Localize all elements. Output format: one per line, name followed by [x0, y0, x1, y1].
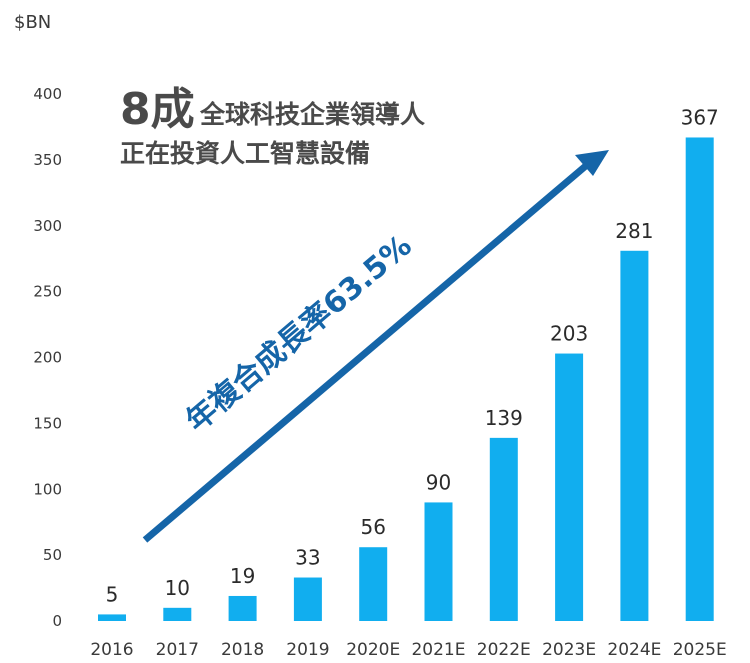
data-label: 367: [681, 105, 719, 129]
bar-2024e: [620, 250, 649, 621]
growth-arrow-head: [575, 150, 609, 176]
data-label: 10: [165, 576, 190, 600]
x-tick-label: 2021E: [411, 640, 465, 660]
x-tick-label: 2020E: [346, 640, 400, 660]
bar-2023e: [555, 353, 584, 621]
y-unit-label: $BN: [14, 12, 51, 33]
y-tick-label: 400: [33, 85, 62, 103]
annotation-line-2: 正在投資人工智慧設備: [120, 139, 370, 168]
data-label: 139: [485, 406, 523, 430]
growth-arrow: [142, 150, 609, 543]
data-label: 19: [230, 564, 255, 588]
x-axis: 2016 2017 2018 2019 2020E 2021E 2022E 2023E 2024…: [90, 640, 726, 660]
x-tick-label: 2019: [286, 640, 329, 660]
annotation-line-1: 全球科技企業領導人: [199, 100, 425, 129]
data-labels: 5 10 19 33 56 90 139 203 281 367: [106, 105, 719, 606]
y-tick-label: 200: [33, 349, 62, 367]
bar-2020e: [359, 547, 388, 621]
y-tick-label: 150: [33, 414, 62, 432]
y-axis: 0 50 100 150 200 250 300 350 400: [33, 85, 62, 630]
x-tick-label: 2022E: [477, 640, 531, 660]
data-label: 203: [550, 322, 588, 346]
y-tick-label: 50: [43, 546, 62, 564]
bar-2021e: [424, 502, 453, 621]
bar-2018: [228, 595, 257, 621]
data-label: 281: [615, 219, 653, 243]
data-label: 5: [106, 582, 119, 606]
bar-2025e: [685, 137, 714, 622]
bar-2016: [98, 614, 126, 621]
y-tick-label: 350: [33, 151, 62, 169]
data-label: 33: [295, 546, 320, 570]
bar-2022e: [489, 437, 518, 621]
y-tick-label: 300: [33, 217, 62, 235]
y-tick-label: 100: [33, 480, 62, 498]
x-tick-label: 2025E: [673, 640, 727, 660]
x-tick-label: 2016: [90, 640, 133, 660]
x-tick-label: 2023E: [542, 640, 596, 660]
bars: [98, 137, 714, 622]
x-tick-label: 2018: [221, 640, 264, 660]
data-label: 90: [426, 470, 451, 494]
x-tick-label: 2024E: [607, 640, 661, 660]
growth-arrow-shaft: [142, 161, 591, 543]
bar-2019: [293, 577, 322, 621]
y-tick-label: 0: [52, 612, 62, 630]
annotation-big-text: 8成: [120, 84, 195, 135]
y-tick-label: 250: [33, 283, 62, 301]
x-tick-label: 2017: [156, 640, 199, 660]
bar-2017: [163, 607, 192, 621]
data-label: 56: [360, 515, 385, 539]
